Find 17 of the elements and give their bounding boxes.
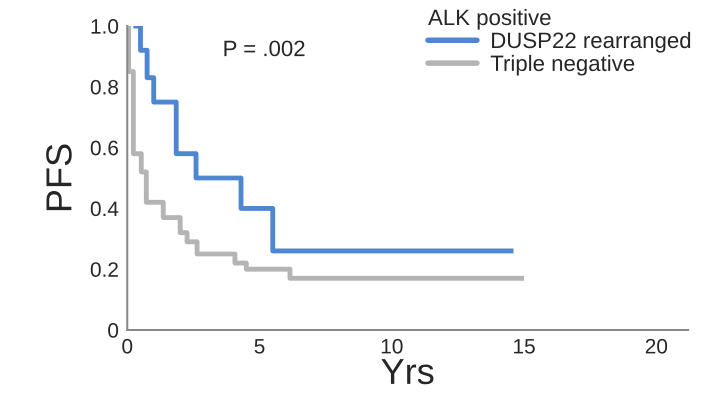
y-tick-label: 0.6 <box>90 140 118 156</box>
y-axis-title: PFS <box>46 144 72 210</box>
x-tick-label: 5 <box>254 339 264 354</box>
x-tick-label: 10 <box>382 338 403 354</box>
legend-label: DUSP22 rearranged <box>492 32 690 53</box>
y-tick-label: 1.0 <box>92 19 118 34</box>
legend-label: Triple negative <box>490 54 634 76</box>
y-tick-label: 0.4 <box>90 201 118 216</box>
legend-title: ALK positive <box>428 8 551 30</box>
annotation: P = .002 <box>224 40 304 56</box>
x-tick-label: 20 <box>646 338 668 354</box>
y-tick-label: 0.2 <box>90 262 118 277</box>
x-axis-title: Yrs <box>381 359 434 384</box>
y-tick-label: 0.8 <box>90 80 118 95</box>
y-tick-label: 0 <box>108 322 118 338</box>
x-tick-label: 15 <box>514 339 535 354</box>
x-tick-label: 0 <box>122 338 132 354</box>
